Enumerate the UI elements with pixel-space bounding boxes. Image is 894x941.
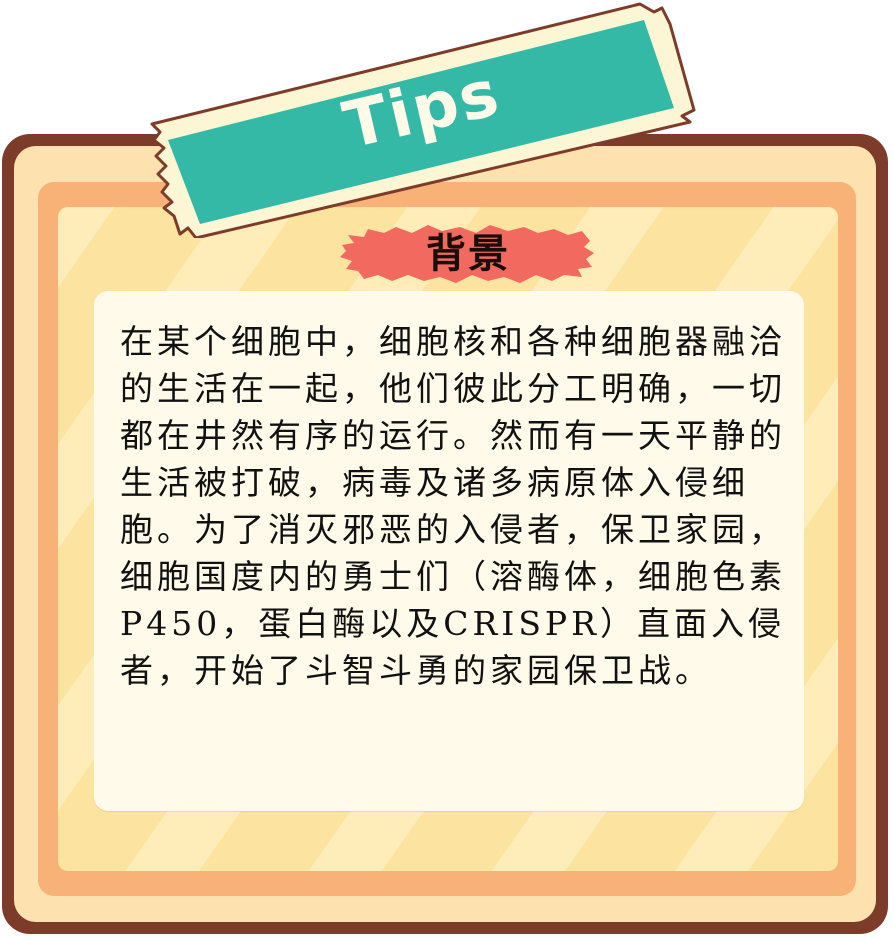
ribbon-teal-band — [168, 20, 674, 224]
section-title-banner — [340, 225, 594, 283]
content-card — [94, 291, 804, 811]
background-story-text: 在某个细胞中，细胞核和各种细胞器融洽的生活在一起，他们彼此分工明确，一切都在井然… — [120, 322, 786, 690]
section-title: 背景 — [426, 231, 510, 277]
brush-stroke-shape — [340, 225, 594, 283]
tips-ribbon — [150, 2, 696, 238]
